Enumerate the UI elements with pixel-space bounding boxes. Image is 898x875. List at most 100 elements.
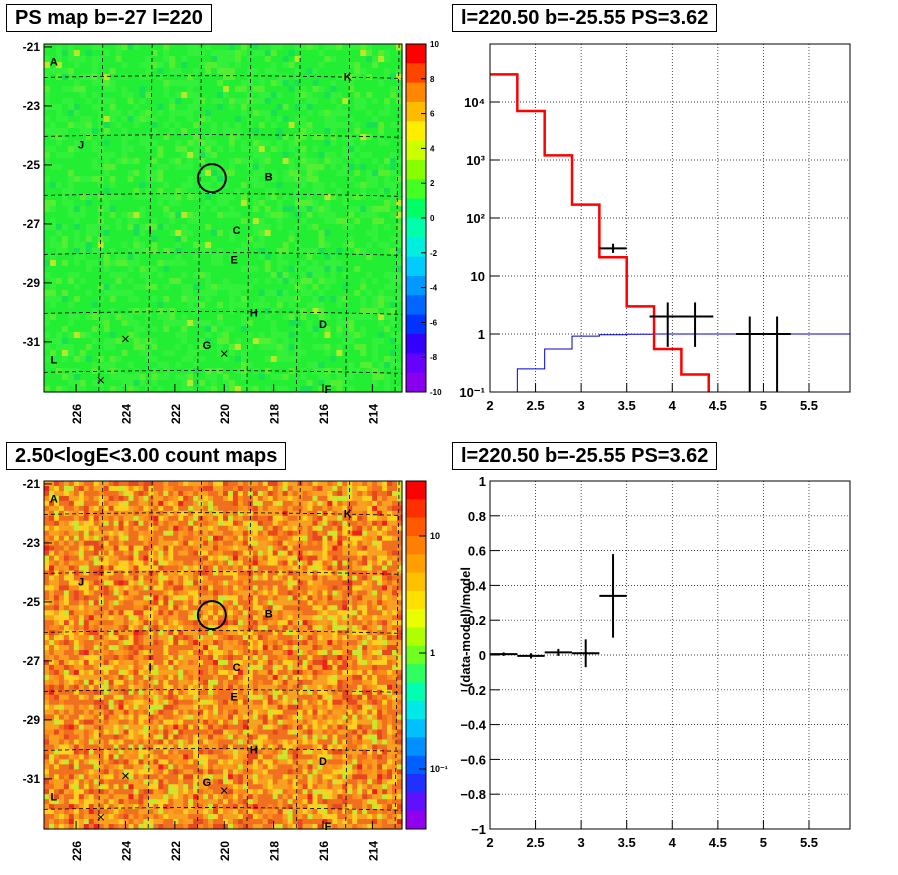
map-pixel [128,485,135,492]
map-pixel [234,176,242,183]
map-pixel [123,734,130,741]
source-cross-marker [122,335,129,343]
map-pixel [181,188,188,195]
map-pixel [138,824,145,830]
map-pixel [372,92,379,99]
map-pixel [336,338,343,345]
map-pixel [234,308,242,315]
map-pixel [44,510,50,517]
map-pixel [63,535,70,542]
map-pixel [300,200,308,207]
map-pixel [252,254,260,261]
map-pixel [324,62,331,69]
map-pixel [199,266,206,273]
map-pixel [360,56,367,63]
map-pixel [44,819,50,825]
map-pixel [108,784,115,790]
map-pixel [163,386,170,393]
map-pixel [390,110,397,117]
map-pixel [217,170,224,177]
map-pixel [139,158,147,165]
map-pixel [199,242,206,249]
map-pixel [44,590,50,596]
map-pixel [53,764,60,770]
map-pixel [246,308,254,315]
map-pixel [372,260,379,267]
map-pixel [199,104,206,111]
map-pixel [181,68,188,75]
map-pixel [276,92,284,99]
colorbar-segment [406,237,426,258]
map-pixel [354,104,361,111]
map-pixel [133,774,140,780]
map-pixel [97,350,105,357]
map-pixel [115,224,123,231]
map-pixel [73,655,80,661]
map-pixel [187,296,194,303]
map-pixel [109,170,117,177]
map-pixel [157,152,164,159]
map-pixel [48,669,55,676]
map-pixel [234,206,242,213]
map-pixel [390,230,397,237]
map-pixel [342,164,349,171]
map-pixel [264,380,272,387]
map-pixel [240,284,248,291]
map-pixel [246,116,254,123]
map-pixel [103,194,111,201]
map-pixel [58,719,65,726]
map-pixel [169,128,176,135]
map-pixel [372,278,379,285]
map-pixel [73,62,81,69]
source-label: C [233,225,241,237]
map-pixel [97,242,105,249]
map-pixel [354,164,361,171]
map-pixel [103,56,111,63]
map-pixel [270,80,278,87]
map-pixel [115,116,123,123]
map-pixel [223,284,230,291]
map-pixel [85,248,93,255]
map-pixel [73,80,81,87]
map-pixel [63,729,70,736]
map-pixel [79,278,87,285]
map-pixel [276,338,284,345]
map-pixel [324,374,331,381]
map-pixel [270,92,278,99]
map-pixel [276,332,284,339]
map-pixel [138,535,145,542]
colorbar-tick-label: 10 [430,40,439,49]
map-pixel [330,188,337,195]
map-pixel [97,140,105,147]
map-pixel [234,224,242,231]
map-pixel [118,744,125,751]
map-pixel [145,230,152,237]
map-pixel [354,260,361,267]
map-pixel [360,362,367,369]
map-pixel [384,104,391,111]
map-pixel [53,570,60,577]
map-pixel [294,44,302,51]
map-pixel [217,290,224,297]
map-pixel [300,356,308,363]
map-pixel [78,659,85,666]
map-pixel [151,140,158,147]
map-pixel [44,176,51,183]
map-pixel [44,659,50,666]
map-pixel [294,140,302,147]
map-pixel [312,296,320,303]
map-pixel [58,530,65,537]
map-pixel [336,152,343,159]
map-pixel [113,789,120,795]
map-pixel [223,326,230,333]
map-pixel [252,230,260,237]
map-pixel [133,515,140,522]
map-pixel [118,530,125,537]
map-pixel [270,332,278,339]
map-pixel [211,152,218,159]
map-pixel [123,679,130,686]
map-pixel [390,212,397,219]
map-pixel [113,819,120,825]
map-pixel [133,326,141,333]
map-pixel [63,789,70,795]
